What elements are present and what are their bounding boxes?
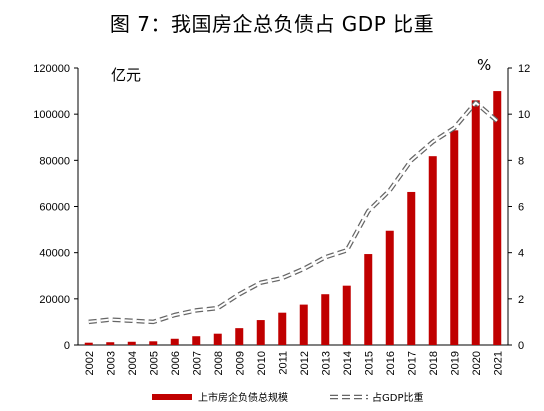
- left-tick-label: 20000: [39, 294, 70, 306]
- right-tick-label: 10: [518, 109, 530, 121]
- x-tick-label: 2006: [170, 351, 182, 375]
- x-tick-label: 2019: [449, 351, 461, 375]
- x-tick-label: 2002: [84, 351, 96, 375]
- x-tick-label: 2005: [148, 351, 160, 375]
- bar-2017: [407, 191, 416, 345]
- x-tick-label: 2007: [191, 351, 203, 375]
- bar-2015: [364, 254, 373, 345]
- ratio-line-core: [88, 101, 498, 323]
- bar-2010: [256, 320, 265, 345]
- bar-2005: [149, 341, 158, 345]
- bar-2019: [450, 130, 459, 345]
- left-tick-label: 100000: [33, 109, 70, 121]
- x-tick-label: 2011: [277, 351, 289, 375]
- right-tick-label: 2: [518, 294, 524, 306]
- bar-2012: [299, 304, 308, 345]
- x-tick-label: 2010: [256, 351, 268, 375]
- x-tick-label: 2008: [213, 351, 225, 375]
- x-tick-label: 2016: [385, 351, 397, 375]
- x-tick-label: 2013: [320, 351, 332, 375]
- bar-2020: [471, 100, 480, 345]
- bar-2004: [127, 341, 136, 345]
- bar-2009: [235, 328, 244, 345]
- legend-line-label: 占GDP比重: [372, 391, 423, 404]
- right-tick-label: 4: [518, 248, 524, 260]
- bar-2013: [321, 294, 330, 345]
- bar-2011: [278, 312, 287, 345]
- right-tick-label: 0: [518, 340, 524, 352]
- left-tick-label: 60000: [39, 202, 70, 214]
- bar-2006: [170, 338, 179, 345]
- bar-2008: [213, 333, 222, 345]
- x-tick-label: 2014: [342, 351, 354, 375]
- legend-bar-swatch: [152, 394, 192, 400]
- right-tick-label: 6: [518, 202, 524, 214]
- bar-2021: [493, 91, 502, 345]
- x-tick-label: 2017: [406, 351, 418, 375]
- x-tick-label: 2004: [127, 351, 139, 375]
- right-axis-unit: %: [477, 56, 492, 74]
- x-tick-label: 2003: [105, 351, 117, 375]
- left-tick-label: 40000: [39, 248, 70, 260]
- right-tick-label: 8: [518, 155, 524, 167]
- x-tick-label: 2021: [492, 351, 504, 375]
- bar-2003: [106, 342, 115, 345]
- bar-2018: [428, 156, 437, 345]
- bar-2002: [84, 342, 93, 345]
- x-tick-label: 2015: [363, 351, 375, 375]
- x-tick-label: 2012: [299, 351, 311, 375]
- x-tick-label: 2018: [428, 351, 440, 375]
- bar-2016: [385, 230, 394, 345]
- bar-2007: [192, 336, 201, 345]
- legend-bar-label: 上市房企负债总规模: [198, 391, 288, 404]
- x-tick-label: 2020: [471, 351, 483, 375]
- left-axis-unit: 亿元: [111, 66, 142, 84]
- left-tick-label: 80000: [39, 155, 70, 167]
- left-tick-label: 120000: [33, 63, 70, 75]
- bar-2014: [342, 285, 351, 345]
- chart-title: 图 7：我国房企总负债占 GDP 比重: [109, 12, 435, 36]
- x-tick-label: 2009: [234, 351, 246, 375]
- right-tick-label: 12: [518, 63, 530, 75]
- left-tick-label: 0: [64, 340, 70, 352]
